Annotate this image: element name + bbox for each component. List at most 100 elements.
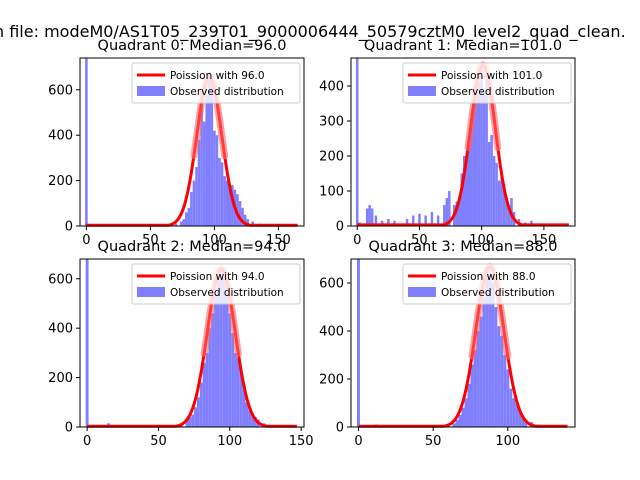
histogram-bar [241,207,244,226]
y-tick-label: 0 [65,220,73,235]
histogram-bar [485,268,489,427]
histogram-bar [455,419,459,427]
histogram-bar [195,166,198,226]
x-tick-label: 100 [217,434,242,449]
histogram-bar [492,156,496,226]
histogram-bar [470,114,473,226]
histogram-bar [502,184,506,226]
y-tick-label: 600 [319,277,344,292]
histogram-bar [521,415,525,427]
histogram-bar [458,415,462,427]
x-tick-label: 50 [150,434,167,449]
histogram-bar [215,135,219,226]
histogram-bar [458,201,461,226]
histogram-bar [355,58,359,226]
histogram-bar [418,213,421,226]
y-tick-label: 0 [65,421,73,436]
histogram-bar [213,130,216,226]
histogram-bars [85,259,275,427]
histogram-bar [188,417,192,427]
histogram-bar [85,259,89,427]
histogram-bar [182,219,185,226]
histogram-bar [411,215,415,226]
legend: Poission with 96.0 Observed distribution [131,62,301,104]
axes-frame [350,57,576,227]
histogram-bar [487,142,491,226]
histogram-bar [187,207,191,226]
legend-bar-swatch [408,287,436,297]
histogram-bar [238,201,242,226]
histogram-bar [479,316,483,427]
histogram-bar [518,410,522,427]
legend: Poission with 88.0 Observed distribution [402,263,572,305]
axes-frame [79,258,305,428]
y-tick-label: 400 [48,129,73,144]
x-tick-label: 50 [142,233,159,248]
histogram-bar [495,163,498,226]
histogram-bar [512,398,516,427]
legend-box [402,263,572,305]
legend-label-poisson: Poission with 101.0 [441,70,542,82]
histogram-bar [218,157,221,226]
x-tick-label: 100 [202,233,227,248]
histogram-bar [494,307,498,427]
subplot-title: Quadrant 0: Median=96.0 [98,38,287,54]
histogram-bar [482,93,486,226]
x-tick-label: 0 [353,233,361,248]
legend-label-observed: Observed distribution [441,86,555,98]
histogram-bar [219,268,223,427]
poisson-curve [86,75,298,227]
legend-label-observed: Observed distribution [441,287,555,299]
histogram-bar [476,331,480,427]
histogram-bar [477,82,481,226]
histogram-bar [205,94,208,226]
histogram-bar [225,180,229,226]
y-tick-label: 200 [319,373,344,388]
histogram-bar [445,198,449,226]
histogram-bar [228,187,232,226]
subplot-title: Quadrant 2: Median=94.0 [98,239,287,255]
histogram-bar [465,159,468,226]
histogram-bar [199,382,203,427]
histogram-bar [424,215,427,226]
histogram-bar [461,407,465,427]
histogram-bar [192,180,196,226]
histogram-bar [509,388,513,427]
histogram-bar [236,357,240,427]
histogram-bar [374,215,378,226]
figure-title: n file: modeM0/AS1T05_239T01_9000006444_… [0,22,626,42]
quadrant-3-plot: 0 50 100 0 200 400 600 Poission with 88.0 Observ… [319,239,576,449]
histogram-bar [530,220,533,226]
histogram-bar [214,293,217,427]
quadrant-2-plot: 0 50 100 150 0 200 400 600 Poission with 94.0 Obs… [48,239,313,449]
y-tick-label: 400 [319,80,344,95]
legend-box [131,62,301,104]
x-tick-label: 150 [289,434,314,449]
histogram-bar [208,328,212,427]
y-tick-label: 200 [48,371,73,386]
x-tick-label: 100 [495,434,520,449]
histogram-bar [500,335,504,427]
histogram-bar [231,333,235,427]
histogram-bar [485,79,488,226]
histogram-bar [497,180,501,226]
histogram-bar [470,364,474,427]
histogram-bar [505,198,508,226]
x-tick-label: 0 [82,233,90,248]
histogram-bar [197,139,201,226]
histogram-bar [506,369,510,427]
y-tick-label: 600 [48,83,73,98]
histogram-bar [179,221,183,226]
x-tick-label: 50 [425,434,442,449]
axes-frame [350,258,576,428]
histogram-bar [85,58,88,226]
x-tick-label: 0 [83,434,91,449]
histogram-bar [191,414,195,427]
poisson-curve [358,265,568,428]
histogram-bar [473,350,477,427]
subplot-title: Quadrant 3: Median=88.0 [369,239,558,255]
legend-label-poisson: Poission with 94.0 [170,271,265,283]
histogram-bar [208,71,211,227]
histogram-bar [490,135,493,226]
